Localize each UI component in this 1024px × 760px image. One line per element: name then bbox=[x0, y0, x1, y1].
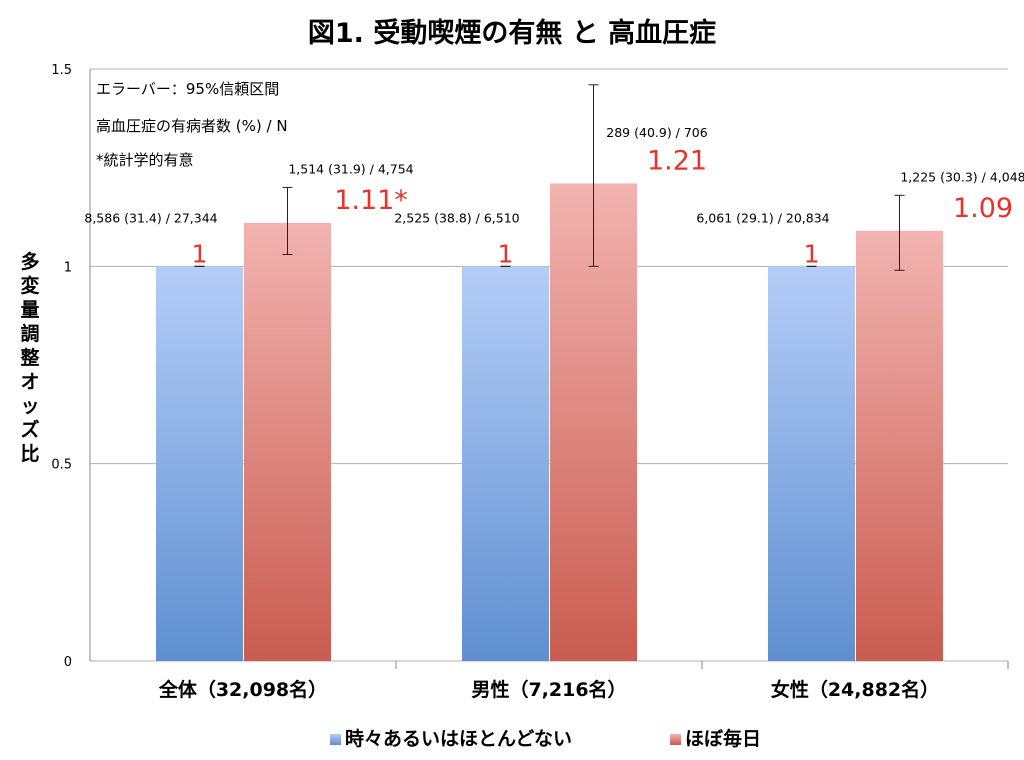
value-label: 1.09 bbox=[953, 193, 1013, 224]
error-bar bbox=[588, 84, 599, 267]
count-label: 1,225 (30.3) / 4,048 bbox=[900, 169, 1024, 184]
count-label: 6,061 (29.1) / 20,834 bbox=[696, 210, 829, 225]
y-tick-label: 1.5 bbox=[51, 63, 72, 78]
bar bbox=[768, 266, 855, 661]
legend-item: ほぼ毎日 bbox=[670, 727, 761, 750]
value-label: 1.11* bbox=[334, 185, 408, 216]
x-tick-label: 女性（24,882名） bbox=[771, 678, 939, 701]
count-label: 8,586 (31.4) / 27,344 bbox=[84, 210, 217, 225]
value-label: 1 bbox=[804, 239, 820, 268]
error-bar bbox=[282, 186, 293, 255]
bar bbox=[244, 222, 331, 662]
x-tick-label: 全体（32,098名） bbox=[158, 678, 327, 701]
legend: 時々あるいはほとんどない ほぼ毎日 bbox=[330, 727, 761, 750]
chart-title: 図1. 受動喫煙の有無 と 高血圧症 bbox=[308, 17, 716, 49]
annotation-counts: 高血圧症の有病者数 (%) / N bbox=[96, 117, 288, 135]
y-axis-label: 多変量調整オッズ比 bbox=[20, 250, 39, 465]
y-tick-label: 1 bbox=[64, 260, 72, 275]
error-bar bbox=[894, 194, 905, 271]
count-label: 1,514 (31.9) / 4,754 bbox=[288, 161, 413, 176]
x-tick-label: 男性（7,216名） bbox=[471, 678, 626, 701]
annotation-significance: *統計学的有意 bbox=[96, 151, 194, 169]
value-label: 1.21 bbox=[647, 145, 707, 176]
legend-label: ほぼ毎日 bbox=[685, 727, 761, 750]
bar bbox=[156, 266, 243, 661]
legend-item: 時々あるいはほとんどない bbox=[330, 728, 572, 750]
legend-label: 時々あるいはほとんどない bbox=[345, 728, 572, 750]
legend-swatch bbox=[330, 734, 341, 745]
value-label: 1 bbox=[498, 239, 514, 268]
annotation-error-bar: エラーバー：95%信頼区間 bbox=[96, 80, 279, 98]
y-tick-label: 0.5 bbox=[51, 458, 72, 473]
bar bbox=[856, 230, 943, 661]
bar bbox=[462, 266, 549, 661]
legend-swatch bbox=[670, 734, 681, 745]
count-label: 289 (40.9) / 706 bbox=[606, 125, 707, 140]
y-tick-label: 0 bbox=[64, 655, 72, 670]
value-label: 1 bbox=[192, 239, 208, 268]
count-label: 2,525 (38.8) / 6,510 bbox=[394, 210, 519, 225]
